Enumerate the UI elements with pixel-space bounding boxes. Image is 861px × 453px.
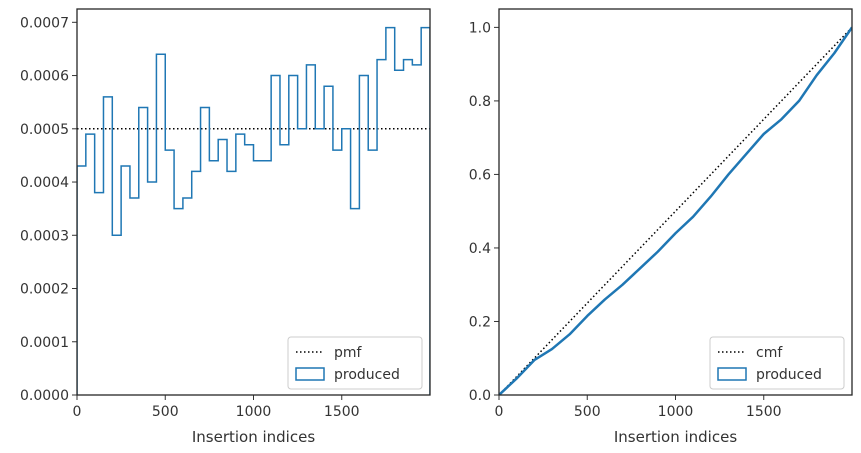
y-tick-label: 0.8: [469, 94, 491, 110]
produced-histogram-step: [77, 26, 430, 395]
y-tick-label: 0.0005: [20, 122, 69, 138]
legend: pmf produced: [287, 336, 423, 390]
y-tick-label: 0.0007: [20, 15, 69, 31]
x-tick-label: 500: [574, 404, 601, 420]
right-panel-cmf-line: 0 500 1000 1500 0.0 0.2 0.4 0.6 0.8 1.0 Insertion …: [469, 8, 853, 446]
legend-reference-label: pmf: [334, 345, 363, 361]
y-tick-label: 0.2: [469, 314, 491, 330]
y-tick-label: 0.0004: [20, 175, 69, 191]
axes-frame: [498, 8, 853, 396]
x-tick-label: 0: [73, 404, 82, 420]
legend-box: [287, 336, 423, 390]
y-tick-label: 0.6: [469, 167, 491, 183]
legend-produced-swatch: [717, 367, 747, 381]
y-tick-label: 0.0000: [20, 388, 69, 404]
y-tick-label: 0.0003: [20, 228, 69, 244]
plot-area: [499, 26, 852, 395]
x-tick-label: 1500: [746, 404, 782, 420]
legend-produced-swatch: [295, 367, 325, 381]
y-tick-label: 0.0006: [20, 69, 69, 85]
y-tick-label: 0.4: [469, 241, 491, 257]
x-tick-label: 1000: [236, 404, 272, 420]
y-tick-label: 0.0002: [20, 282, 69, 298]
y-tick-label: 1.0: [469, 20, 491, 36]
legend-produced-label: produced: [334, 367, 400, 383]
x-axis-label: Insertion indices: [614, 428, 737, 446]
axes-frame: [76, 8, 431, 396]
left-panel-pmf-histogram: 0 500 1000 1500 0.0000 0.0001 0.0002 0.0003 0.00…: [20, 8, 431, 446]
cmf-reference-line: [499, 26, 852, 395]
x-tick-label: 500: [152, 404, 179, 420]
produced-cumulative-line: [499, 26, 852, 395]
legend-reference-label: cmf: [756, 345, 783, 361]
x-tick-label: 1500: [324, 404, 360, 420]
y-tick-label: 0.0001: [20, 335, 69, 351]
y-tick-label: 0.0: [469, 388, 491, 404]
legend-box: [709, 336, 845, 390]
x-tick-label: 1000: [658, 404, 694, 420]
x-tick-label: 0: [495, 404, 504, 420]
x-axis-label: Insertion indices: [192, 428, 315, 446]
legend-produced-label: produced: [756, 367, 822, 383]
plot-area: [77, 26, 430, 395]
legend: cmf produced: [709, 336, 845, 390]
